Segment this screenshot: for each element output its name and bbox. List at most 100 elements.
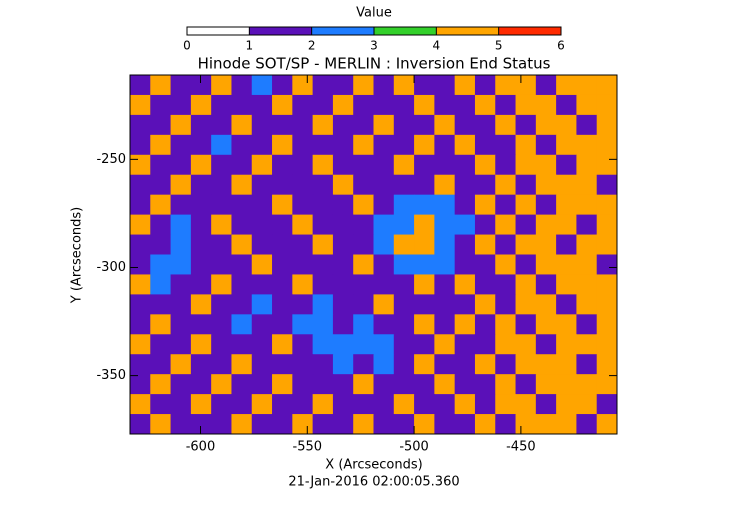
heatmap-cell (292, 254, 314, 275)
heatmap-cell (515, 75, 537, 96)
heatmap-cell (272, 174, 293, 196)
heatmap-cell (251, 254, 273, 275)
heatmap-cell (211, 114, 232, 136)
heatmap-cell (292, 234, 314, 255)
heatmap-cell (130, 114, 151, 136)
heatmap-cell (130, 94, 151, 116)
heatmap-cell (130, 274, 151, 295)
heatmap-cell (393, 254, 415, 275)
heatmap-cell (332, 374, 354, 395)
heatmap-cell (272, 214, 293, 236)
heatmap-cell (150, 394, 172, 415)
heatmap-cell (474, 374, 496, 395)
heatmap-cell (515, 154, 537, 176)
heatmap-cell (353, 254, 374, 275)
heatmap-cell (556, 394, 577, 415)
heatmap-cell (150, 334, 172, 355)
heatmap-cell (190, 214, 212, 236)
heatmap-cell (150, 354, 172, 375)
heatmap-cell (130, 334, 151, 355)
heatmap-cell (170, 154, 192, 176)
heatmap-cell (495, 394, 517, 415)
heatmap-cell (414, 414, 435, 435)
heatmap-cell (535, 354, 557, 375)
heatmap-cell (556, 154, 577, 176)
heatmap-cell (353, 414, 374, 435)
heatmap-cell (414, 314, 435, 335)
heatmap-cell (292, 314, 314, 335)
heatmap-cell (170, 394, 192, 415)
heatmap-cell (312, 134, 334, 156)
heatmap-cell (576, 334, 598, 355)
heatmap-cell (373, 314, 395, 335)
heatmap-cell (515, 114, 537, 136)
heatmap-cell (211, 134, 232, 156)
heatmap-cell (190, 254, 212, 275)
heatmap-cell (495, 134, 517, 156)
heatmap-cell (312, 214, 334, 236)
heatmap-cell (393, 314, 415, 335)
heatmap-cell (211, 214, 232, 236)
heatmap-cell (373, 354, 395, 375)
heatmap-cell (414, 194, 435, 216)
heatmap-cell (251, 414, 273, 435)
heatmap-cell (556, 334, 577, 355)
heatmap-cell (211, 374, 232, 395)
heatmap-cell (474, 414, 496, 435)
heatmap-cell (393, 174, 415, 196)
heatmap-cell (373, 234, 395, 255)
heatmap-cell (576, 374, 598, 395)
heatmap-cell (596, 374, 618, 395)
heatmap-cell (373, 374, 395, 395)
heatmap-cell (495, 414, 517, 435)
heatmap-cell (231, 214, 253, 236)
heatmap-cell (150, 254, 172, 275)
heatmap-cell (211, 94, 232, 116)
heatmap-cell (190, 154, 212, 176)
heatmap-cell (130, 154, 151, 176)
heatmap-cell (251, 234, 273, 255)
heatmap-cell (556, 374, 577, 395)
heatmap-cell (231, 294, 253, 315)
heatmap-cell (170, 414, 192, 435)
heatmap-cell (474, 174, 496, 196)
heatmap-cell (373, 75, 395, 96)
heatmap-cell (474, 334, 496, 355)
heatmap-cell (312, 234, 334, 255)
heatmap-cell (495, 274, 517, 295)
heatmap-cell (292, 174, 314, 196)
x-tick-label: -550 (293, 440, 323, 455)
heatmap-cell (312, 414, 334, 435)
heatmap-cell (495, 254, 517, 275)
heatmap-cell (414, 354, 435, 375)
heatmap-cell (211, 294, 232, 315)
heatmap-cell (332, 354, 354, 375)
colorbar-segment (249, 27, 312, 35)
heatmap-cell (292, 214, 314, 236)
heatmap-cell (576, 194, 598, 216)
heatmap-cell (535, 114, 557, 136)
heatmap-cell (373, 394, 395, 415)
heatmap-cell (251, 214, 273, 236)
heatmap-cell (393, 114, 415, 136)
heatmap-cell (353, 334, 374, 355)
heatmap-cell (231, 374, 253, 395)
heatmap-cell (150, 94, 172, 116)
heatmap-cell (130, 394, 151, 415)
heatmap-cell (434, 274, 456, 295)
heatmap-cell (211, 174, 232, 196)
heatmap-cell (576, 114, 598, 136)
heatmap-cell (211, 154, 232, 176)
heatmap-cell (454, 174, 476, 196)
heatmap-cell (535, 374, 557, 395)
heatmap-cell (576, 294, 598, 315)
heatmap-cell (251, 94, 273, 116)
colorbar-segment (498, 27, 561, 35)
heatmap-cell (292, 75, 314, 96)
heatmap-cell (454, 274, 476, 295)
heatmap-cell (231, 394, 253, 415)
colorbar-tick-label: 3 (370, 39, 378, 53)
heatmap-cell (515, 354, 537, 375)
heatmap-cell (332, 394, 354, 415)
